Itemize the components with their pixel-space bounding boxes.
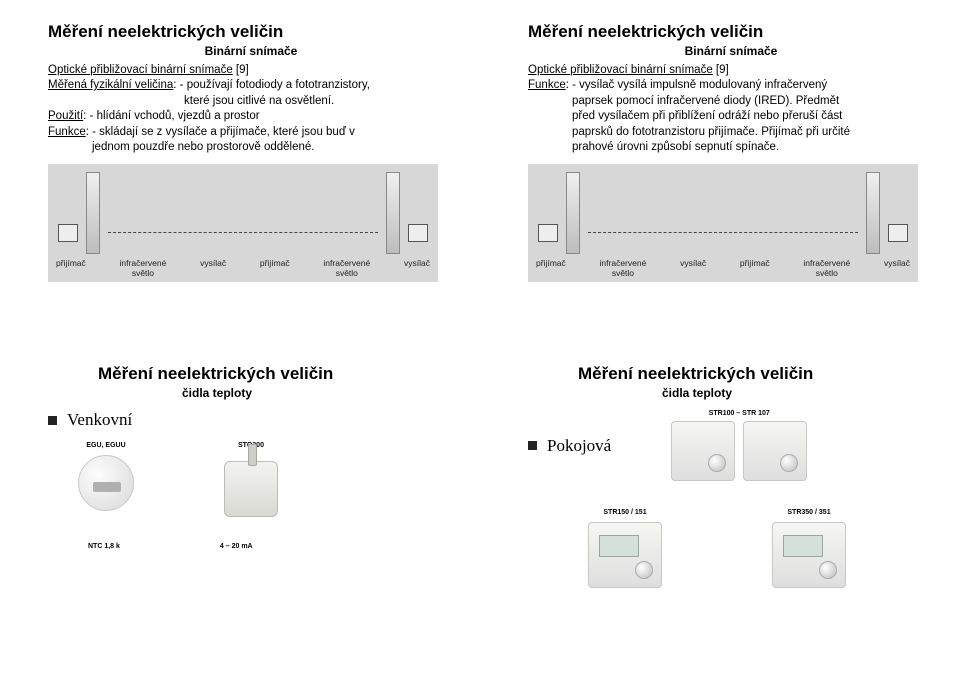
knob-icon (780, 454, 798, 472)
panel-top-right: Měření neelektrických veličin Binární sn… (480, 0, 960, 342)
caption: infračervené světlo (323, 258, 370, 278)
body-line-cont: jednom pouzdře nebo prostorově oddělené. (48, 140, 454, 156)
caption: infračervené světlo (600, 258, 647, 278)
panel-bottom-left: Měření neelektrických veličin čidla tepl… (0, 342, 480, 684)
illustration-captions: přijímač infračervené světlo vysílač při… (528, 258, 918, 278)
body-line-cont: prahové úrovni způsobí sepnutí spínače. (528, 140, 934, 156)
sub-label: NTC 1,8 k (88, 543, 120, 550)
caption: infračervené světlo (803, 258, 850, 278)
sensor-egu: EGU, EGUU (78, 442, 134, 517)
subtitle: Binární snímače (528, 44, 934, 58)
title: Měření neelektrických veličin (528, 22, 934, 42)
thermostat-row-2: STR150 / 151 STR350 / 351 (588, 509, 934, 588)
title: Měření neelektrických veličin (98, 364, 454, 384)
body-line: Měřená fyzikální veličina: - používají f… (48, 78, 454, 94)
lcd-icon (599, 535, 639, 557)
section-heading-ref: [9] (233, 64, 249, 76)
pillar-icon (386, 172, 400, 254)
model-label: STR150 / 151 (603, 509, 646, 516)
bullet-label: Pokojová (547, 436, 611, 456)
sensor-box-icon (224, 461, 278, 517)
page-grid: Měření neelektrických veličin Binární sn… (0, 0, 960, 684)
caption: přijímač (260, 258, 290, 278)
caption: infračervené světlo (120, 258, 167, 278)
label-underline: Funkce (528, 79, 566, 91)
subtitle: čidla teploty (578, 386, 934, 400)
bullet-item: Pokojová (528, 436, 611, 456)
sensor-disc-icon (78, 455, 134, 511)
caption: vysílač (200, 258, 226, 278)
model-label: STR100 – STR 107 (709, 410, 770, 417)
caption: vysílač (404, 258, 430, 278)
label-rest: : - vysílač vysílá impulsně modulovaný i… (566, 79, 827, 91)
caption: vysílač (680, 258, 706, 278)
knob-icon (635, 561, 653, 579)
thermostat-group-2b: STR350 / 351 (772, 509, 846, 588)
illustration-captions: přijímač infračervené světlo vysílač při… (48, 258, 438, 278)
sub-label: 4 – 20 mA (220, 543, 253, 550)
body-line-cont: paprsek pomocí infračervené diody (IRED)… (528, 94, 934, 110)
emitter-box-icon (888, 224, 908, 242)
body-line: Použití: - hlídání vchodů, vjezdů a pros… (48, 109, 454, 125)
section-heading: Optické přibližovací binární snímače [9] (528, 64, 934, 76)
bullet-label: Venkovní (67, 410, 132, 430)
bullet-row: Pokojová STR100 – STR 107 (528, 410, 934, 481)
panel-bottom-right: Měření neelektrických veličin čidla tepl… (480, 342, 960, 684)
label-rest: : - skládají se z vysílače a přijímače, … (86, 126, 355, 138)
pillar-icon (566, 172, 580, 254)
emitter-box-icon (408, 224, 428, 242)
body-line: Funkce: - vysílač vysílá impulsně modulo… (528, 78, 934, 94)
section-heading: Optické přibližovací binární snímače [9] (48, 64, 454, 76)
caption: přijímač (56, 258, 86, 278)
sub-label-row: NTC 1,8 k 4 – 20 mA (88, 543, 454, 550)
body-line: Funkce: - skládají se z vysílače a přijí… (48, 125, 454, 141)
caption: vysílač (884, 258, 910, 278)
section-heading-ref: [9] (713, 64, 729, 76)
model-label: EGU, EGUU (86, 442, 125, 449)
thermostat-icon (743, 421, 807, 481)
title: Měření neelektrických veličin (578, 364, 934, 384)
knob-icon (708, 454, 726, 472)
label-underline: Měřená fyzikální veličina (48, 79, 173, 91)
receiver-box-icon (58, 224, 78, 242)
subtitle: Binární snímače (48, 44, 454, 58)
ir-beam-icon (108, 232, 378, 234)
caption: přijímač (536, 258, 566, 278)
body-line-cont: před vysílačem při přiblížení odráží neb… (528, 109, 934, 125)
caption: přijímač (740, 258, 770, 278)
pillar-icon (866, 172, 880, 254)
thermostat-icon (671, 421, 735, 481)
sensor-row: EGU, EGUU STO300 (78, 442, 454, 517)
bullet-item: Venkovní (48, 410, 454, 430)
thermostat-group-1: STR100 – STR 107 (671, 410, 807, 481)
illustration-optical-sensor: přijímač infračervené světlo vysílač při… (48, 164, 438, 282)
subtitle: čidla teploty (98, 386, 454, 400)
section-heading-underline: Optické přibližovací binární snímače (528, 64, 713, 76)
sensor-sto: STO300 (224, 442, 278, 517)
thermostat-icon (772, 522, 846, 588)
model-label: STR350 / 351 (787, 509, 830, 516)
lcd-icon (783, 535, 823, 557)
section-heading-underline: Optické přibližovací binární snímače (48, 64, 233, 76)
thermostat-icon (588, 522, 662, 588)
knob-icon (819, 561, 837, 579)
body-line-cont: které jsou citlivé na osvětlení. (48, 94, 454, 110)
title: Měření neelektrických veličin (48, 22, 454, 42)
ir-beam-icon (588, 232, 858, 234)
body-line-cont: paprsků do fototranzistoru přijímače. Př… (528, 125, 934, 141)
thermostat-group-2a: STR150 / 151 (588, 509, 662, 588)
label-rest: : - hlídání vchodů, vjezdů a prostor (83, 110, 259, 122)
label-underline: Použití (48, 110, 83, 122)
receiver-box-icon (538, 224, 558, 242)
panel-top-left: Měření neelektrických veličin Binární sn… (0, 0, 480, 342)
label-rest: : - používají fotodiody a fototranzistor… (173, 79, 370, 91)
pillar-icon (86, 172, 100, 254)
label-underline: Funkce (48, 126, 86, 138)
illustration-optical-sensor: přijímač infračervené světlo vysílač při… (528, 164, 918, 282)
